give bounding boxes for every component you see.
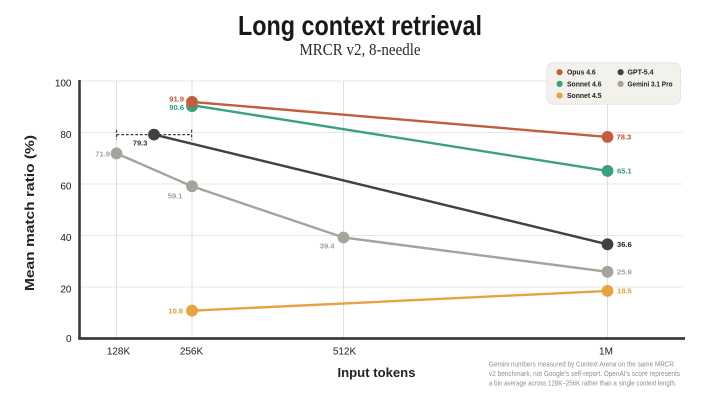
svg-text:40: 40 [60,233,72,244]
svg-text:GPT-5.4: GPT-5.4 [628,68,654,77]
svg-text:Input tokens: Input tokens [338,365,416,380]
svg-text:Gemini 3.1 Pro: Gemini 3.1 Pro [628,79,674,88]
svg-text:36.6: 36.6 [617,240,632,249]
svg-text:18.5: 18.5 [617,286,633,295]
svg-text:128K: 128K [107,347,131,358]
svg-text:39.4: 39.4 [320,242,336,251]
svg-text:100: 100 [55,78,72,89]
svg-text:1M: 1M [599,347,613,358]
svg-text:79.3: 79.3 [133,139,148,148]
svg-text:65.1: 65.1 [617,167,633,176]
svg-text:a bin average across 128K–256K: a bin average across 128K–256K rather th… [489,379,677,388]
svg-text:512K: 512K [333,347,357,358]
svg-text:90.6: 90.6 [169,103,184,112]
svg-text:25.9: 25.9 [617,267,632,276]
svg-text:0: 0 [66,334,72,345]
svg-text:256K: 256K [180,347,204,358]
svg-text:78.3: 78.3 [617,133,632,142]
svg-text:Long context retrieval: Long context retrieval [238,10,482,41]
svg-text:91.9: 91.9 [169,94,184,103]
svg-text:Opus 4.6: Opus 4.6 [567,68,596,77]
svg-text:60: 60 [60,181,72,192]
svg-text:Mean match ratio (%): Mean match ratio (%) [22,135,37,291]
svg-text:MRCR v2, 8-needle: MRCR v2, 8-needle [300,40,421,59]
svg-text:59.1: 59.1 [168,192,184,201]
svg-text:20: 20 [60,284,72,295]
svg-text:Sonnet 4.5: Sonnet 4.5 [567,91,602,100]
svg-text:Sonnet 4.6: Sonnet 4.6 [567,79,602,88]
svg-text:v2 benchmark, not Google’s sel: v2 benchmark, not Google’s self-report. … [489,369,680,378]
svg-text:Gemini numbers measured by Con: Gemini numbers measured by Context Arena… [489,360,674,369]
svg-text:71.9: 71.9 [95,149,110,158]
svg-text:80: 80 [60,130,72,141]
svg-text:10.8: 10.8 [168,306,183,315]
